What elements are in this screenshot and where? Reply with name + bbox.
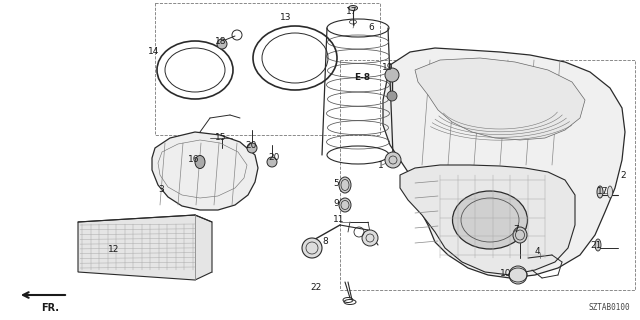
Circle shape [217,39,227,49]
Text: 13: 13 [280,13,291,22]
Text: SZTAB0100: SZTAB0100 [588,303,630,313]
Text: 10: 10 [500,268,511,277]
Text: 4: 4 [535,247,541,257]
Text: 19: 19 [382,63,394,73]
Ellipse shape [607,186,612,198]
Text: 1: 1 [378,161,384,170]
Text: 20: 20 [245,140,257,149]
Ellipse shape [513,227,527,243]
Circle shape [302,238,322,258]
Ellipse shape [597,186,603,198]
Text: 3: 3 [158,186,164,195]
Circle shape [385,152,401,168]
Text: 22: 22 [310,284,321,292]
Circle shape [267,157,277,167]
Text: 18: 18 [215,37,227,46]
Ellipse shape [339,177,351,193]
Text: 20: 20 [268,154,280,163]
Polygon shape [152,132,258,210]
Text: 17: 17 [597,188,609,196]
Polygon shape [383,48,625,278]
Text: 5: 5 [333,179,339,188]
Text: 6: 6 [368,23,374,33]
Circle shape [362,230,378,246]
Ellipse shape [339,198,351,212]
Polygon shape [78,215,212,280]
Polygon shape [400,165,575,275]
Text: 21: 21 [590,241,602,250]
Circle shape [247,143,257,153]
Text: 7: 7 [513,226,519,235]
Text: 12: 12 [108,245,120,254]
Polygon shape [415,58,585,140]
Ellipse shape [349,5,358,11]
Ellipse shape [195,156,205,169]
Text: 15: 15 [215,133,227,142]
Ellipse shape [452,191,527,249]
Text: 17: 17 [346,7,358,17]
Text: 14: 14 [148,47,159,57]
Circle shape [387,91,397,101]
Bar [155,3,380,135]
Text: 2: 2 [620,171,626,180]
Circle shape [385,68,399,82]
Ellipse shape [595,239,601,251]
Text: E-8: E-8 [354,74,370,83]
Text: 8: 8 [322,237,328,246]
Text: 11: 11 [333,215,344,225]
Text: 9: 9 [333,198,339,207]
Text: 16: 16 [188,156,200,164]
Text: FR.: FR. [41,303,59,313]
Bar [340,60,635,290]
Circle shape [509,266,527,284]
